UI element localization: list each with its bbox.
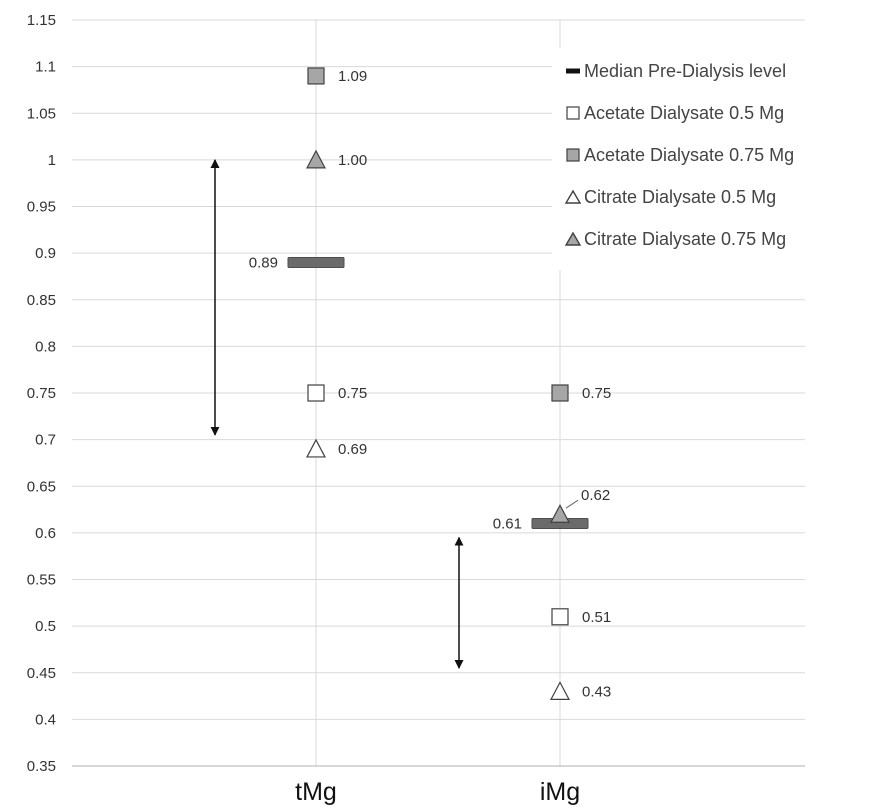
- marker-median-pre-dialysis-level-tmg: [287, 256, 345, 268]
- legend-item-acetate-dialysate-0-75-mg: Acetate Dialysate 0.75 Mg: [566, 145, 794, 165]
- marker-acetate-dialysate-0-75-mg-img: [551, 384, 569, 402]
- y-tick-label: 0.75: [27, 385, 56, 402]
- y-tick-label: 1.15: [27, 12, 56, 29]
- data-markers: [287, 67, 589, 701]
- legend-swatch-bar-icon: [566, 68, 580, 74]
- data-label-median-pre-dialysis-level-img: 0.61: [493, 516, 522, 533]
- y-tick-label: 0.7: [35, 432, 56, 449]
- y-tick-label: 0.95: [27, 199, 56, 216]
- marker-citrate-dialysate-0-5-mg-tmg: [306, 438, 326, 458]
- data-label-citrate-dialysate-0-5-mg-tmg: 0.69: [338, 441, 367, 458]
- y-tick-label: 1.1: [35, 59, 56, 76]
- y-tick-label: 0.85: [27, 292, 56, 309]
- legend-label: Citrate Dialysate 0.5 Mg: [584, 187, 776, 207]
- data-label-acetate-dialysate-0-75-mg-img: 0.75: [582, 385, 611, 402]
- data-label-acetate-dialysate-0-75-mg-tmg: 1.09: [338, 68, 367, 85]
- data-label-acetate-dialysate-0-5-mg-tmg: 0.75: [338, 385, 367, 402]
- data-label-citrate-dialysate-0-75-mg-tmg: 1.00: [338, 152, 367, 169]
- legend-label: Acetate Dialysate 0.75 Mg: [584, 145, 794, 165]
- y-tick-label: 0.35: [27, 758, 56, 775]
- legend-label: Citrate Dialysate 0.75 Mg: [584, 229, 786, 249]
- y-tick-label: 0.4: [35, 711, 56, 728]
- legend-swatch-triangle-icon: [564, 231, 582, 246]
- data-label-leader-line: [565, 499, 579, 509]
- legend-item-citrate-dialysate-0-5-mg: Citrate Dialysate 0.5 Mg: [564, 187, 776, 207]
- legend-swatch-triangle-icon: [564, 189, 582, 204]
- category-label-tmg: tMg: [295, 778, 337, 806]
- legend-swatch-square-icon: [566, 106, 580, 120]
- marker-citrate-dialysate-0-5-mg-img: [550, 681, 570, 701]
- marker-citrate-dialysate-0-75-mg-img: [550, 503, 570, 523]
- y-tick-label: 1: [48, 152, 56, 169]
- y-tick-label: 0.55: [27, 572, 56, 589]
- marker-acetate-dialysate-0-5-mg-tmg: [307, 384, 325, 402]
- marker-acetate-dialysate-0-5-mg-img: [551, 608, 569, 626]
- data-label-citrate-dialysate-0-5-mg-img: 0.43: [582, 683, 611, 700]
- marker-acetate-dialysate-0-75-mg-tmg: [307, 67, 325, 85]
- data-label-citrate-dialysate-0-75-mg-img: 0.62: [581, 487, 610, 504]
- category-label-img: iMg: [540, 778, 580, 806]
- legend-item-median-pre-dialysis-level: Median Pre-Dialysis level: [566, 61, 786, 81]
- legend-label: Median Pre-Dialysis level: [584, 61, 786, 81]
- legend-background: [552, 48, 882, 270]
- data-label-median-pre-dialysis-level-tmg: 0.89: [249, 254, 278, 271]
- data-labels: 0.89 0.61 0.75 0.51 1.09 0.75 0.69 0.43 1.00 0.62: [249, 68, 611, 700]
- y-tick-label: 0.6: [35, 525, 56, 542]
- legend-label: Acetate Dialysate 0.5 Mg: [584, 103, 784, 123]
- y-tick-label: 1.05: [27, 105, 56, 122]
- data-label-acetate-dialysate-0-5-mg-img: 0.51: [582, 609, 611, 626]
- legend-item-acetate-dialysate-0-5-mg: Acetate Dialysate 0.5 Mg: [566, 103, 784, 123]
- y-tick-label: 0.5: [35, 618, 56, 635]
- marker-citrate-dialysate-0-75-mg-tmg: [306, 149, 326, 169]
- legend: Median Pre-Dialysis level Acetate Dialysa…: [552, 48, 882, 270]
- y-tick-label: 0.9: [35, 245, 56, 262]
- legend-item-citrate-dialysate-0-75-mg: Citrate Dialysate 0.75 Mg: [564, 229, 786, 249]
- y-axis-tick-labels: 0.35 0.4 0.45 0.5 0.55 0.6 0.65 0.7 0.75 0.8 0.85 0…: [27, 12, 56, 775]
- x-axis-category-labels: tMg iMg: [295, 778, 580, 806]
- y-tick-label: 0.45: [27, 665, 56, 682]
- y-tick-label: 0.65: [27, 478, 56, 495]
- range-arrows: [210, 158, 464, 669]
- y-tick-label: 0.8: [35, 338, 56, 355]
- legend-swatch-square-icon: [566, 148, 580, 162]
